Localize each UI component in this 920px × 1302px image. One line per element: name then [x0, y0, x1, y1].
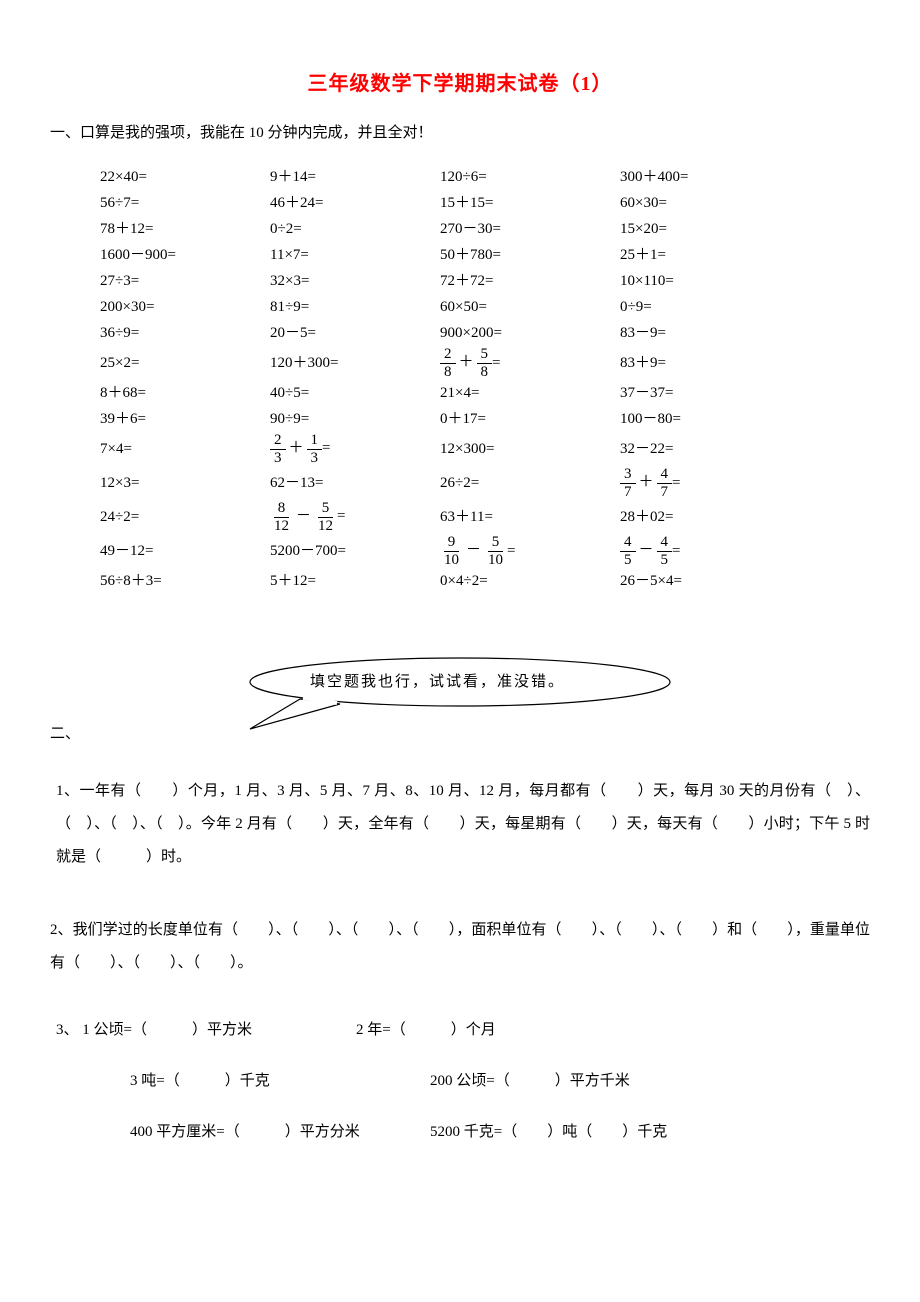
calc-cell: 39＋6=	[100, 409, 270, 430]
calc-cell: 26÷2=	[440, 473, 620, 494]
calc-cell: 60×50=	[440, 297, 620, 318]
calc-cell: 45－45=	[620, 535, 790, 568]
q3-2-right: 200 公顷=（ ）平方千米	[430, 1071, 630, 1092]
calc-row: 22×40=9＋14=120÷6=300＋400=	[100, 164, 870, 190]
calc-cell: 12×3=	[100, 473, 270, 494]
bubble-text: 填空题我也行，试试看，准没错。	[310, 672, 565, 693]
calc-cell: 28＋02=	[620, 507, 790, 528]
question-3: 3、 1 公顷=（ ）平方米 2 年=（ ）个月 3 吨=（ ）千克 200 公…	[50, 1020, 870, 1143]
calc-cell: 78＋12=	[100, 219, 270, 240]
calc-cell: 25＋1=	[620, 245, 790, 266]
calc-cell: 72＋72=	[440, 271, 620, 292]
section1-heading: 一、口算是我的强项，我能在 10 分钟内完成，并且全对！	[50, 123, 870, 144]
calc-cell: 5200－700=	[270, 541, 440, 562]
calc-cell: 26－5×4=	[620, 571, 790, 592]
calc-cell: 56÷7=	[100, 193, 270, 214]
calc-row: 39＋6=90÷9=0＋17=100－80=	[100, 406, 870, 432]
calc-row: 200×30=81÷9=60×50=0÷9=	[100, 294, 870, 320]
calc-cell: 270－30=	[440, 219, 620, 240]
calc-row: 7×4=23＋13=12×300=32－22=	[100, 432, 870, 466]
calc-cell: 60×30=	[620, 193, 790, 214]
calc-cell: 37－37=	[620, 383, 790, 404]
calc-cell: 27÷3=	[100, 271, 270, 292]
calc-cell: 36÷9=	[100, 323, 270, 344]
calc-cell: 50＋780=	[440, 245, 620, 266]
calc-row: 27÷3=32×3=72＋72=10×110=	[100, 268, 870, 294]
calc-cell: 5＋12=	[270, 571, 440, 592]
calc-cell: 83－9=	[620, 323, 790, 344]
calc-cell: 22×40=	[100, 167, 270, 188]
calc-cell: 15＋15=	[440, 193, 620, 214]
calc-cell: 24÷2=	[100, 507, 270, 528]
calc-cell: 0×4÷2=	[440, 571, 620, 592]
calc-cell: 0÷2=	[270, 219, 440, 240]
calc-row: 24÷2=812－512=63＋11=28＋02=	[100, 500, 870, 534]
calc-cell: 120÷6=	[440, 167, 620, 188]
calc-cell: 10×110=	[620, 271, 790, 292]
calculation-grid: 22×40=9＋14=120÷6=300＋400=56÷7=46＋24=15＋1…	[100, 164, 870, 594]
calc-row: 78＋12=0÷2=270－30=15×20=	[100, 216, 870, 242]
calc-cell: 0＋17=	[440, 409, 620, 430]
calc-cell: 49－12=	[100, 541, 270, 562]
calc-cell: 28＋58=	[440, 347, 620, 380]
calc-cell: 1600－900=	[100, 245, 270, 266]
calc-row: 36÷9=20－5=900×200=83－9=	[100, 320, 870, 346]
calc-row: 49－12=5200－700=910－510=45－45=	[100, 534, 870, 568]
q3-1-left: 3、 1 公顷=（ ）平方米	[56, 1020, 356, 1041]
question-1: 1、一年有（ ）个月，1 月、3 月、5 月、7 月、8、10 月、12 月，每…	[56, 775, 870, 874]
calc-cell: 900×200=	[440, 323, 620, 344]
calc-cell: 300＋400=	[620, 167, 790, 188]
calc-cell: 46＋24=	[270, 193, 440, 214]
calc-row: 25×2=120＋300=28＋58=83＋9=	[100, 346, 870, 380]
calc-cell: 56÷8＋3=	[100, 571, 270, 592]
q3-1-right: 2 年=（ ）个月	[356, 1020, 496, 1041]
q3-3-left: 400 平方厘米=（ ）平方分米	[130, 1122, 430, 1143]
calc-cell: 40÷5=	[270, 383, 440, 404]
calc-cell: 32－22=	[620, 439, 790, 460]
calc-cell: 0÷9=	[620, 297, 790, 318]
calc-cell: 20－5=	[270, 323, 440, 344]
calc-cell: 200×30=	[100, 297, 270, 318]
calc-cell: 15×20=	[620, 219, 790, 240]
calc-cell: 62－13=	[270, 473, 440, 494]
calc-row: 56÷8＋3=5＋12=0×4÷2=26－5×4=	[100, 568, 870, 594]
calc-cell: 8＋68=	[100, 383, 270, 404]
calc-cell: 32×3=	[270, 271, 440, 292]
calc-row: 12×3=62－13=26÷2=37＋47=	[100, 466, 870, 500]
q3-3-right: 5200 千克=（ ）吨（ ）千克	[430, 1122, 667, 1143]
calc-cell: 21×4=	[440, 383, 620, 404]
calc-cell: 11×7=	[270, 245, 440, 266]
calc-cell: 100－80=	[620, 409, 790, 430]
calc-cell: 83＋9=	[620, 353, 790, 374]
speech-bubble: 填空题我也行，试试看，准没错。	[230, 654, 690, 734]
calc-row: 8＋68=40÷5=21×4=37－37=	[100, 380, 870, 406]
calc-cell: 81÷9=	[270, 297, 440, 318]
calc-cell: 12×300=	[440, 439, 620, 460]
calc-cell: 7×4=	[100, 439, 270, 460]
calc-cell: 9＋14=	[270, 167, 440, 188]
calc-cell: 25×2=	[100, 353, 270, 374]
calc-cell: 37＋47=	[620, 467, 790, 500]
calc-cell: 23＋13=	[270, 433, 440, 466]
calc-row: 1600－900=11×7=50＋780=25＋1=	[100, 242, 870, 268]
page-title: 三年级数学下学期期末试卷（1）	[50, 70, 870, 98]
calc-cell: 120＋300=	[270, 353, 440, 374]
calc-row: 56÷7=46＋24=15＋15=60×30=	[100, 190, 870, 216]
calc-cell: 910－510=	[440, 535, 620, 568]
calc-cell: 63＋11=	[440, 507, 620, 528]
calc-cell: 812－512=	[270, 501, 440, 534]
q3-2-left: 3 吨=（ ）千克	[130, 1071, 430, 1092]
calc-cell: 90÷9=	[270, 409, 440, 430]
question-2: 2、我们学过的长度单位有（ ）、（ ）、（ ）、（ ），面积单位有（ ）、（ ）…	[50, 914, 870, 980]
